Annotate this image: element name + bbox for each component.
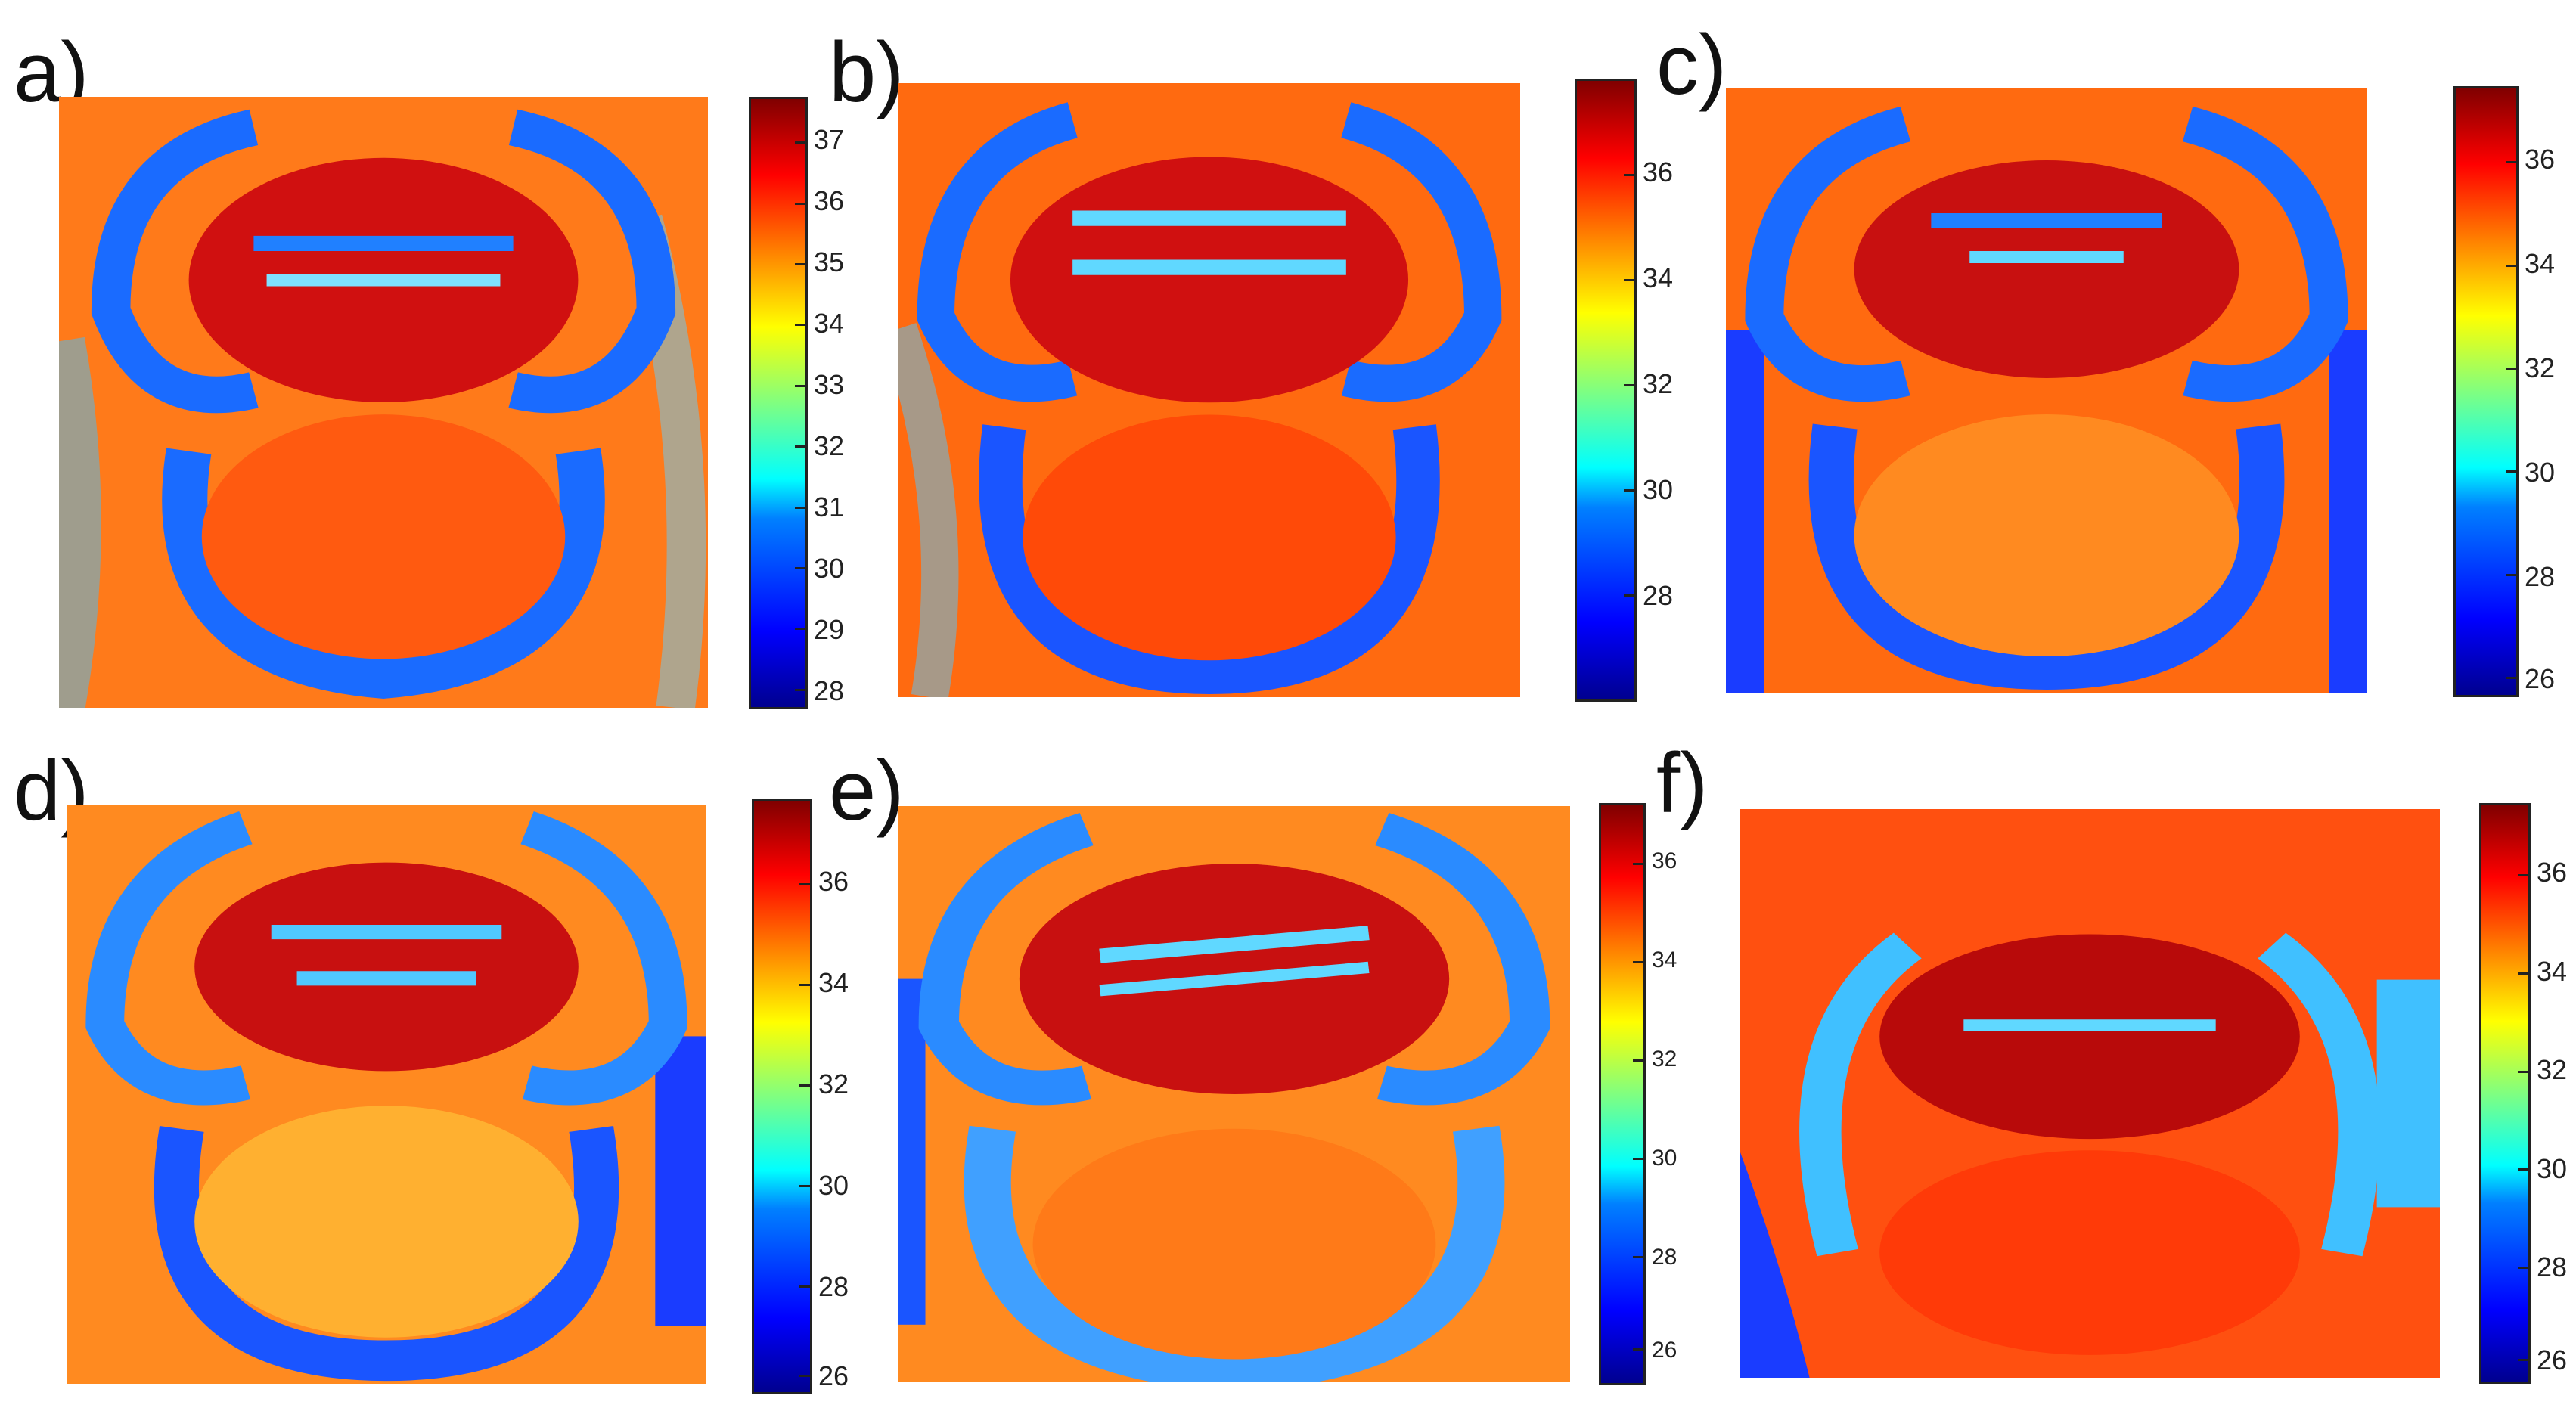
colorbar-tick-label: 32 <box>2537 1054 2568 1085</box>
colorbar-tick-label: 37 <box>814 124 845 155</box>
colorbar-tick-label: 36 <box>814 185 845 216</box>
colorbar-tick-label: 36 <box>818 866 849 897</box>
colorbar-tick-label: 34 <box>2537 956 2568 987</box>
panel-label: f) <box>1656 736 1709 830</box>
thermal-image <box>1740 809 2440 1378</box>
colorbar-tick-label: 30 <box>814 553 845 584</box>
panel-label: b) <box>829 25 905 119</box>
panel-label: c) <box>1656 17 1727 112</box>
colorbar-tick-label: 32 <box>818 1068 849 1099</box>
colorbar <box>2453 86 2519 697</box>
colorbar-tick-label: 30 <box>818 1170 849 1201</box>
thermal-image-graphic <box>1726 88 2367 693</box>
colorbar-tick-label: 36 <box>2537 857 2568 888</box>
colorbar-tick-label: 28 <box>1643 580 1674 611</box>
thermal-image <box>898 83 1520 697</box>
colorbar-tick-label: 26 <box>1652 1338 1678 1363</box>
colorbar-tick-label: 28 <box>2537 1251 2568 1282</box>
colorbar-tick-label: 26 <box>2525 663 2556 694</box>
colorbar <box>1599 803 1646 1385</box>
colorbar-tick-label: 34 <box>814 308 845 339</box>
colorbar-tick-label: 36 <box>2525 144 2556 175</box>
colorbar-tick-label: 32 <box>2525 352 2556 383</box>
colorbar-tick-label: 34 <box>2525 248 2556 279</box>
colorbar-tick-label: 32 <box>814 430 845 461</box>
colorbar-tick-label: 28 <box>1652 1245 1678 1270</box>
colorbar-tick-label: 36 <box>1652 848 1678 873</box>
colorbar-tick-label: 34 <box>818 967 849 998</box>
colorbar-tick-label: 30 <box>1643 474 1674 505</box>
thermal-image <box>67 805 706 1384</box>
colorbar <box>1575 79 1637 702</box>
thermal-image <box>1726 88 2367 693</box>
colorbar-tick-label: 32 <box>1643 368 1674 399</box>
colorbar-tick-label: 29 <box>814 614 845 645</box>
colorbar <box>752 799 812 1394</box>
colorbar-tick-label: 30 <box>1652 1146 1678 1171</box>
colorbar-tick-label: 30 <box>2525 457 2556 488</box>
colorbar-tick-label: 30 <box>2537 1153 2568 1184</box>
colorbar-tick-label: 35 <box>814 247 845 278</box>
colorbar-tick-label: 28 <box>814 675 845 706</box>
thermal-image-graphic <box>1740 809 2440 1378</box>
colorbar-tick-label: 26 <box>818 1360 849 1391</box>
thermal-image-graphic <box>67 805 706 1384</box>
thermal-image-graphic <box>898 83 1520 697</box>
colorbar-tick-label: 33 <box>814 369 845 400</box>
panel-label: e) <box>829 743 905 838</box>
colorbar-tick-label: 31 <box>814 492 845 523</box>
thermal-image-graphic <box>898 806 1570 1382</box>
colorbar-tick-label: 28 <box>2525 561 2556 592</box>
colorbar <box>749 97 808 709</box>
thermal-image <box>898 806 1570 1382</box>
colorbar-tick-label: 28 <box>818 1271 849 1302</box>
colorbar-tick-label: 34 <box>1652 947 1678 972</box>
colorbar-tick-label: 36 <box>1643 157 1674 188</box>
colorbar <box>2479 803 2531 1384</box>
thermal-image <box>59 97 708 708</box>
colorbar-tick-label: 34 <box>1643 262 1674 293</box>
colorbar-tick-label: 32 <box>1652 1047 1678 1072</box>
colorbar-tick-label: 26 <box>2537 1344 2568 1375</box>
thermal-image-graphic <box>59 97 708 708</box>
